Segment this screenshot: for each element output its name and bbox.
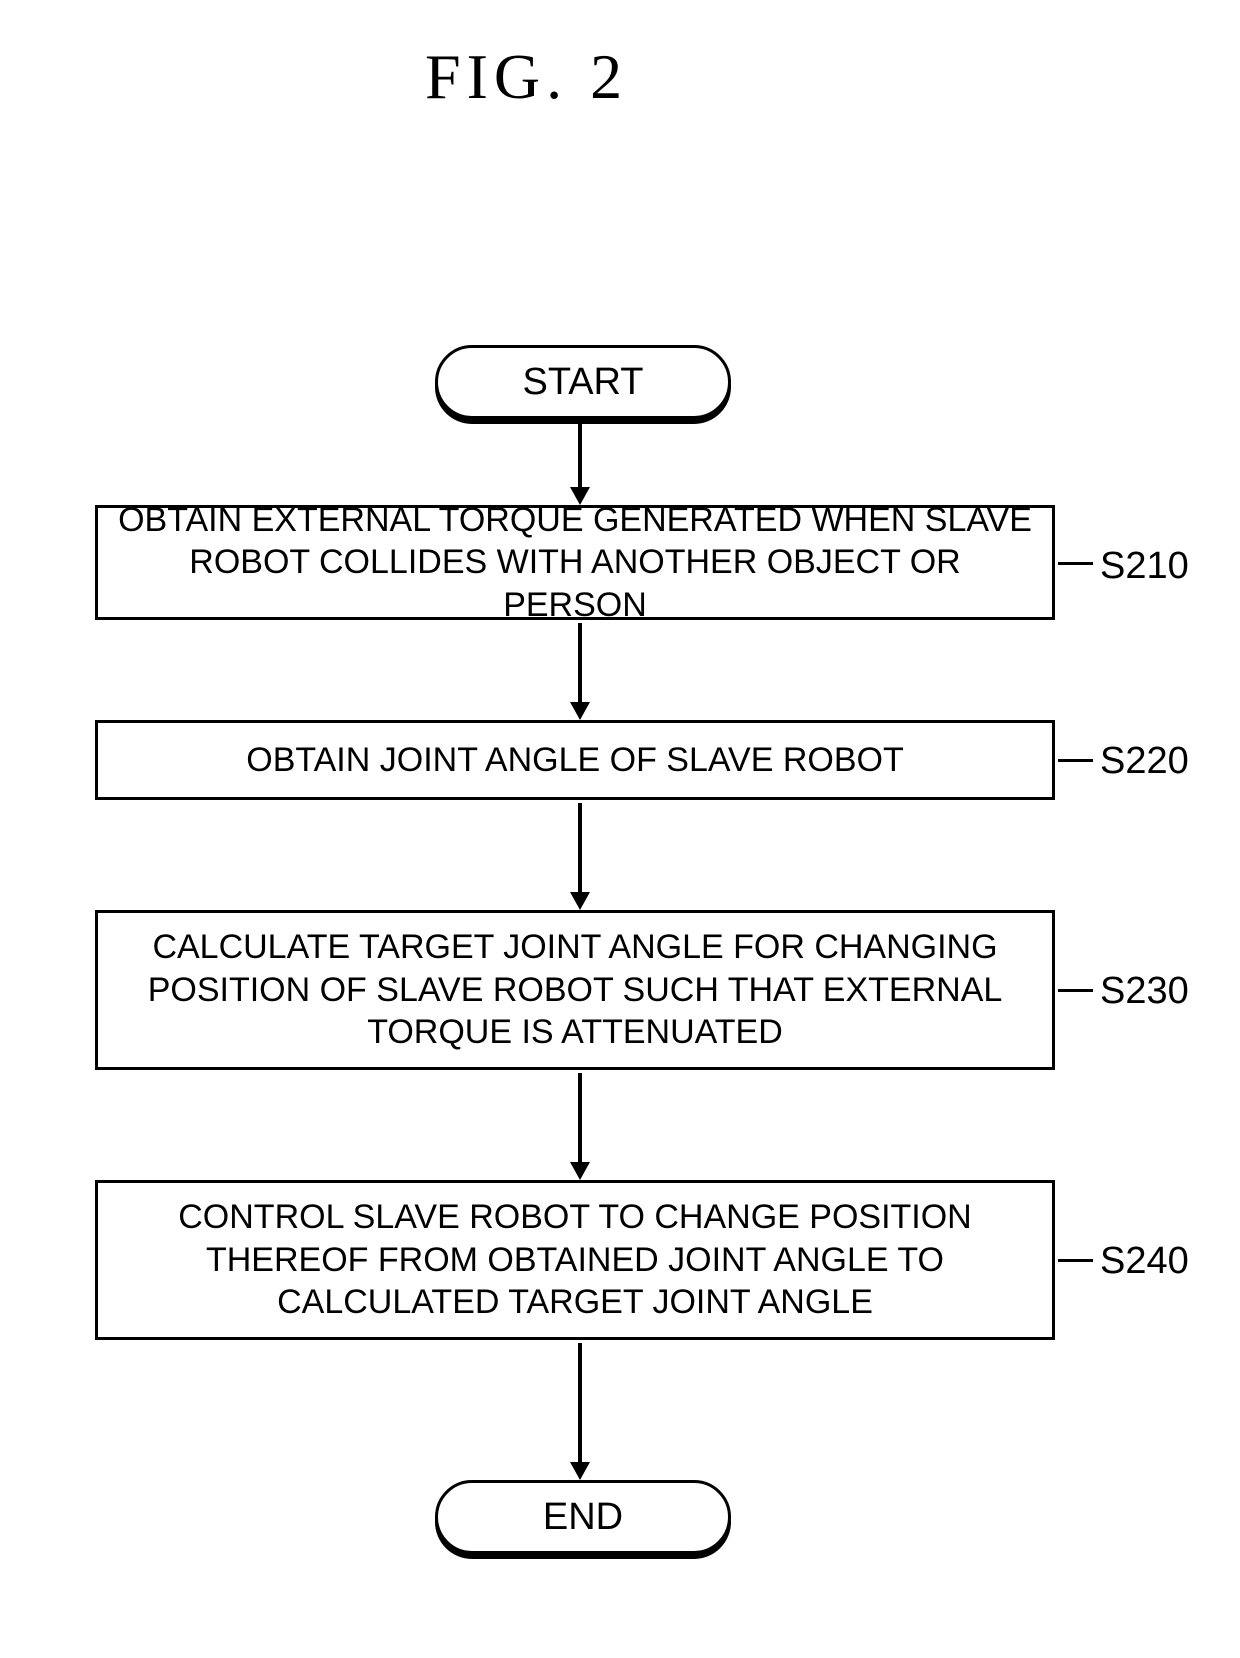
- process-s220: OBTAIN JOINT ANGLE OF SLAVE ROBOT: [95, 720, 1055, 800]
- label-tick-1: [1058, 759, 1093, 762]
- step-label-s220: S220: [1100, 740, 1189, 783]
- arrow-head-0: [570, 487, 590, 505]
- step-label-s240: S240: [1100, 1240, 1189, 1283]
- process-s210: OBTAIN EXTERNAL TORQUE GENERATED WHEN SL…: [95, 505, 1055, 620]
- arrow-line-0: [578, 421, 582, 489]
- process-s220-text: OBTAIN JOINT ANGLE OF SLAVE ROBOT: [246, 739, 903, 782]
- terminator-end: END: [435, 1480, 731, 1554]
- step-label-s230: S230: [1100, 970, 1189, 1013]
- arrow-head-4: [570, 1462, 590, 1480]
- arrow-line-1: [578, 623, 582, 704]
- arrow-head-2: [570, 892, 590, 910]
- label-tick-3: [1058, 1259, 1093, 1262]
- arrow-line-4: [578, 1343, 582, 1464]
- process-s240-text: CONTROL SLAVE ROBOT TO CHANGE POSITION T…: [118, 1196, 1032, 1324]
- arrow-head-1: [570, 702, 590, 720]
- arrow-head-3: [570, 1162, 590, 1180]
- process-s210-text: OBTAIN EXTERNAL TORQUE GENERATED WHEN SL…: [118, 499, 1032, 627]
- process-s240: CONTROL SLAVE ROBOT TO CHANGE POSITION T…: [95, 1180, 1055, 1340]
- arrow-line-3: [578, 1073, 582, 1164]
- step-label-s210: S210: [1100, 545, 1189, 588]
- process-s230-text: CALCULATE TARGET JOINT ANGLE FOR CHANGIN…: [118, 926, 1032, 1054]
- terminator-start: START: [435, 345, 731, 419]
- terminator-end-label: END: [543, 1496, 623, 1538]
- terminator-start-label: START: [522, 361, 643, 403]
- label-tick-0: [1058, 562, 1093, 565]
- figure-title: FIG. 2: [425, 40, 628, 114]
- process-s230: CALCULATE TARGET JOINT ANGLE FOR CHANGIN…: [95, 910, 1055, 1070]
- arrow-line-2: [578, 803, 582, 894]
- label-tick-2: [1058, 989, 1093, 992]
